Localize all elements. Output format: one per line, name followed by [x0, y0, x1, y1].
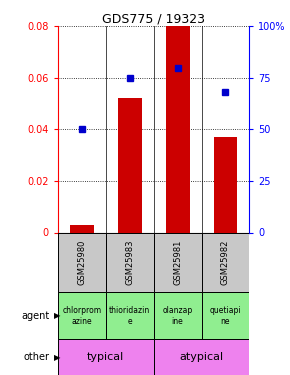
Bar — [202, 292, 249, 339]
Bar — [106, 232, 154, 292]
Bar — [70, 225, 94, 232]
Bar — [213, 137, 238, 232]
Bar — [58, 232, 106, 292]
Text: typical: typical — [87, 352, 124, 362]
Title: GDS775 / 19323: GDS775 / 19323 — [102, 12, 205, 25]
Bar — [154, 232, 202, 292]
Bar — [166, 26, 190, 233]
Text: thioridazin
e: thioridazin e — [109, 306, 151, 326]
Text: agent: agent — [21, 311, 49, 321]
Text: chlorprom
azine: chlorprom azine — [62, 306, 102, 326]
Text: GSM25983: GSM25983 — [125, 240, 134, 285]
Text: other: other — [23, 352, 49, 362]
Text: GSM25981: GSM25981 — [173, 240, 182, 285]
Text: GSM25980: GSM25980 — [77, 240, 86, 285]
Bar — [58, 339, 154, 375]
Text: GSM25982: GSM25982 — [221, 240, 230, 285]
Bar — [202, 232, 249, 292]
Text: quetiapi
ne: quetiapi ne — [210, 306, 241, 326]
Bar — [106, 292, 154, 339]
Bar — [58, 292, 106, 339]
Bar — [154, 339, 249, 375]
Text: atypical: atypical — [180, 352, 224, 362]
Bar — [118, 99, 142, 232]
Text: ▶: ▶ — [54, 352, 60, 362]
Text: ▶: ▶ — [54, 311, 60, 320]
Bar — [154, 292, 202, 339]
Text: olanzap
ine: olanzap ine — [162, 306, 193, 326]
